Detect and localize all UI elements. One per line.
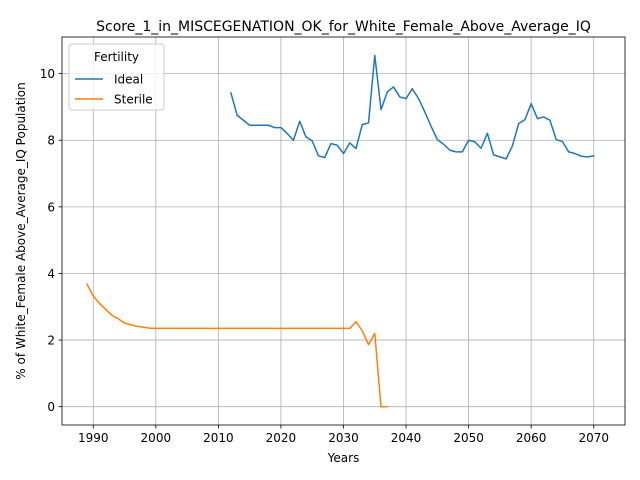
y-tick-label: 8 bbox=[47, 134, 55, 148]
x-tick-label: 2030 bbox=[328, 431, 359, 445]
y-tick-label: 0 bbox=[47, 400, 55, 414]
x-tick-label: 2050 bbox=[453, 431, 484, 445]
x-tick-label: 2060 bbox=[516, 431, 547, 445]
x-axis-label: Years bbox=[327, 451, 360, 465]
y-tick-label: 10 bbox=[40, 67, 55, 81]
series-line-ideal bbox=[229, 54, 595, 160]
x-tick-label: 2040 bbox=[391, 431, 422, 445]
x-axis-ticks: 1990 2000 2010 2020 2030 2040 2050 2060 2070 bbox=[78, 425, 609, 445]
legend-entries: Ideal Sterile bbox=[75, 73, 153, 107]
y-axis-label: % of White_Female Above_Average_IQ Popul… bbox=[14, 82, 28, 379]
legend-label-ideal: Ideal bbox=[114, 73, 143, 87]
x-tick-label: 2000 bbox=[141, 431, 172, 445]
x-tick-label: 1990 bbox=[78, 431, 109, 445]
series-line-sterile bbox=[86, 283, 389, 408]
grid bbox=[62, 37, 625, 425]
x-tick-label: 2010 bbox=[203, 431, 234, 445]
chart-title: Score_1_in_MISCEGENATION_OK_for_White_Fe… bbox=[96, 19, 591, 35]
x-tick-label: 2020 bbox=[266, 431, 297, 445]
legend-title: Fertility bbox=[94, 50, 139, 64]
legend-label-sterile: Sterile bbox=[114, 93, 153, 107]
y-axis-ticks: 0 2 4 6 8 10 bbox=[40, 67, 62, 414]
y-tick-label: 6 bbox=[47, 200, 55, 214]
legend: Fertility Ideal Sterile bbox=[68, 43, 165, 111]
series-lines bbox=[86, 54, 595, 408]
legend-box bbox=[68, 43, 165, 111]
x-tick-label: 2070 bbox=[578, 431, 609, 445]
y-tick-label: 2 bbox=[47, 334, 55, 348]
y-tick-label: 4 bbox=[47, 267, 55, 281]
